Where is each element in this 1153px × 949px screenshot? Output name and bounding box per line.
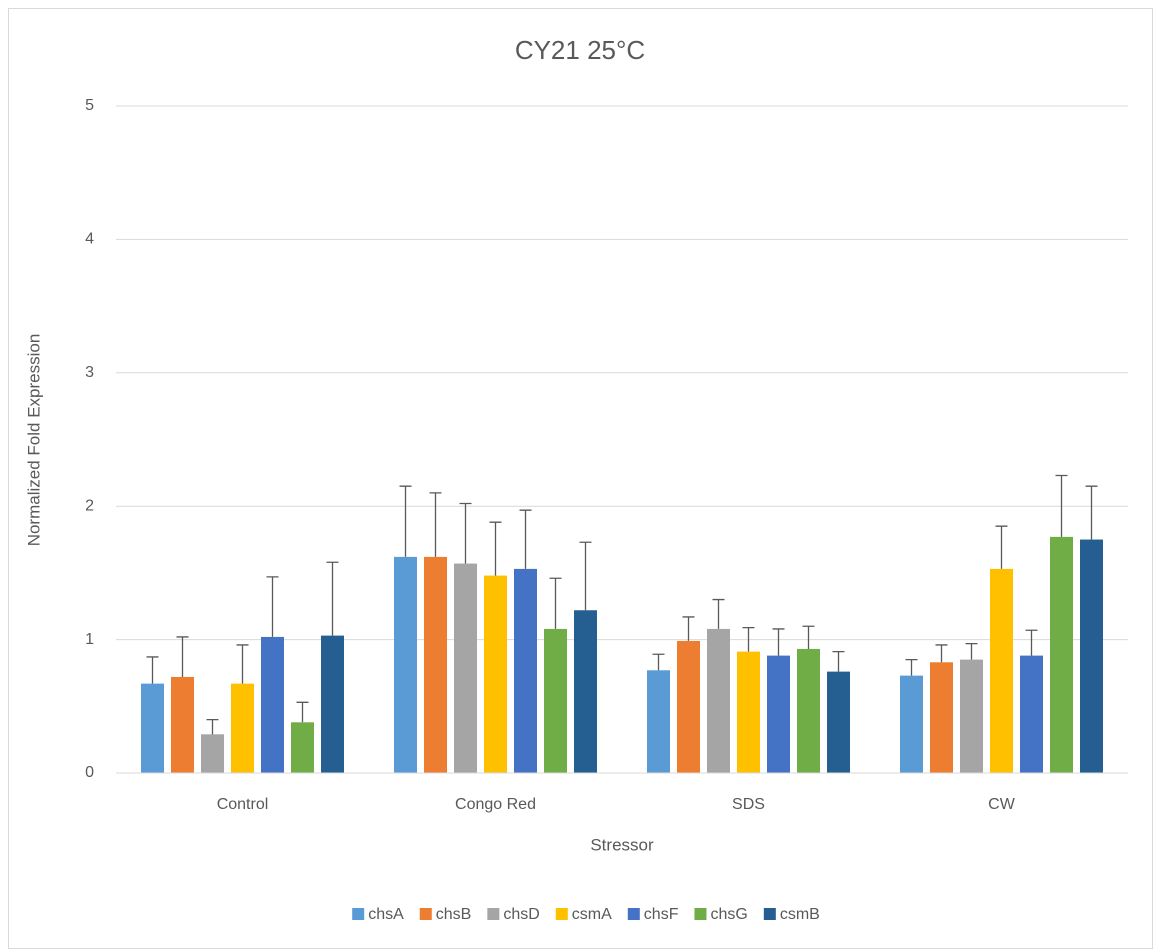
- error-bar: [832, 650, 845, 672]
- error-bar: [742, 626, 755, 652]
- x-tick-label: Congo Red: [455, 796, 536, 813]
- chart-border: [8, 8, 1153, 949]
- bar: [424, 556, 447, 773]
- legend-label: chsF: [644, 906, 679, 923]
- error-bar: [399, 485, 412, 557]
- bar: [1050, 536, 1073, 773]
- legend-label: chsB: [436, 906, 472, 923]
- error-bar: [935, 644, 948, 663]
- bar: [291, 722, 314, 773]
- bar: [767, 655, 790, 773]
- x-axis-label: Stressor: [590, 835, 654, 854]
- error-bar: [549, 577, 562, 629]
- bar: [647, 670, 670, 773]
- error-bar: [429, 492, 442, 557]
- error-bar: [652, 653, 665, 671]
- bar: [514, 568, 537, 773]
- bar: [171, 676, 194, 773]
- bar: [900, 675, 923, 773]
- bar: [930, 662, 953, 773]
- legend-label: chsA: [368, 906, 404, 923]
- y-tick-label: 5: [85, 97, 94, 114]
- y-tick-label: 0: [85, 764, 94, 781]
- bar: [454, 563, 477, 773]
- error-bar: [176, 636, 189, 677]
- error-bar: [682, 616, 695, 641]
- bar: [201, 734, 224, 773]
- bar: [261, 636, 284, 773]
- error-bar: [579, 541, 592, 611]
- legend-swatch: [763, 908, 776, 920]
- bar: [677, 640, 700, 773]
- bar: [1080, 539, 1103, 773]
- legend-swatch: [352, 908, 365, 920]
- bar: [574, 610, 597, 773]
- y-tick-label: 4: [85, 231, 94, 248]
- x-tick-label: SDS: [732, 796, 765, 813]
- error-bar: [296, 701, 309, 723]
- y-tick-label: 2: [85, 497, 94, 514]
- legend-label: chsD: [503, 906, 539, 923]
- x-tick-label: Control: [217, 796, 269, 813]
- bar: [960, 659, 983, 773]
- error-bar: [772, 628, 785, 656]
- bar: [484, 575, 507, 773]
- bar: [1020, 655, 1043, 773]
- bar: [990, 568, 1013, 773]
- legend-swatch: [627, 908, 640, 920]
- error-bar: [995, 525, 1008, 569]
- legend-label: chsG: [710, 906, 747, 923]
- legend-swatch: [419, 908, 432, 920]
- error-bar: [489, 521, 502, 576]
- error-bar: [1055, 474, 1068, 537]
- y-tick-label: 3: [85, 364, 94, 381]
- error-bar: [1085, 485, 1098, 540]
- chart-title: CY21 25°C: [515, 35, 645, 65]
- bar: [827, 671, 850, 773]
- error-bar: [965, 642, 978, 660]
- bar: [737, 651, 760, 773]
- error-bar: [1025, 629, 1038, 656]
- bar: [231, 683, 254, 773]
- bar: [141, 683, 164, 773]
- bar: [321, 635, 344, 773]
- bar: [544, 628, 567, 773]
- legend-swatch: [694, 908, 707, 920]
- bar: [797, 648, 820, 773]
- error-bar: [236, 644, 249, 684]
- error-bar: [519, 509, 532, 569]
- error-bar: [326, 561, 339, 636]
- legend-label: csmA: [572, 906, 612, 923]
- error-bar: [459, 502, 472, 564]
- bar: [707, 628, 730, 773]
- error-bar: [712, 598, 725, 629]
- legend-label: csmB: [780, 906, 820, 923]
- y-tick-label: 1: [85, 631, 94, 648]
- legend-swatch: [487, 908, 500, 920]
- error-bar: [206, 718, 219, 735]
- error-bar: [146, 656, 159, 684]
- error-bar: [802, 625, 815, 649]
- x-tick-label: CW: [988, 796, 1016, 813]
- y-axis-label: Normalized Fold Expression: [24, 334, 43, 547]
- legend-swatch: [555, 908, 568, 920]
- bar: [394, 556, 417, 773]
- error-bar: [905, 658, 918, 676]
- error-bar: [266, 576, 279, 637]
